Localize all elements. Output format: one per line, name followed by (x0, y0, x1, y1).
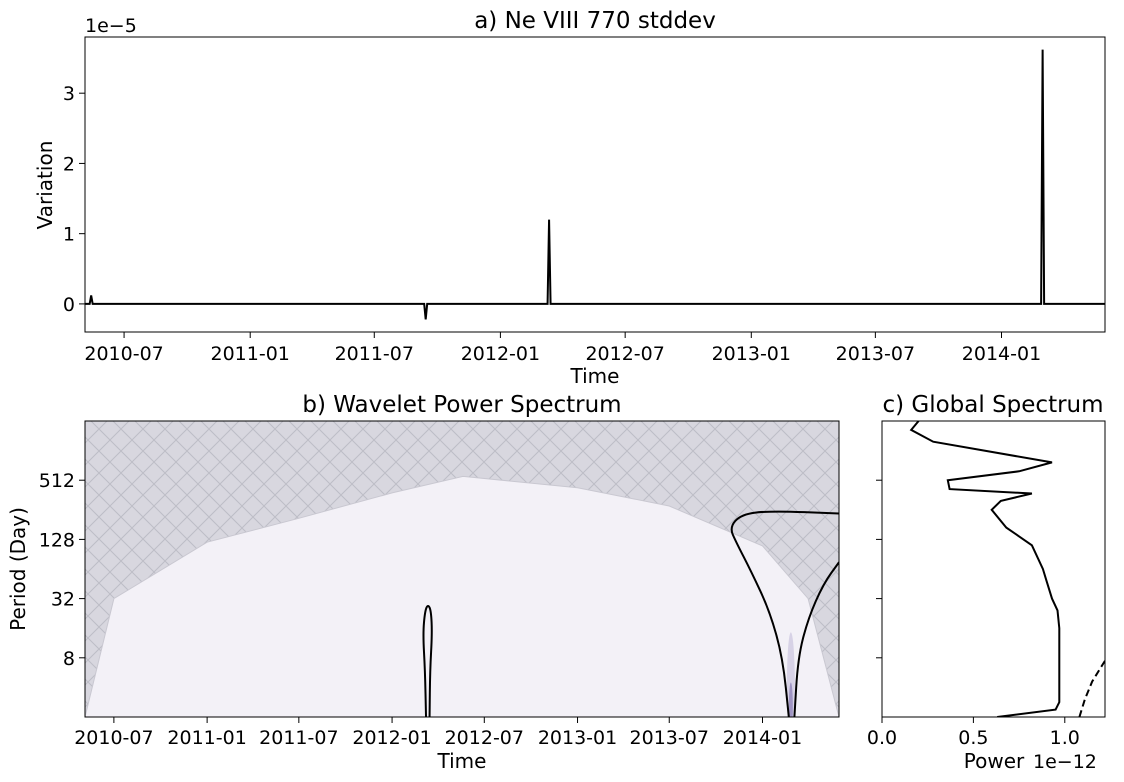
coi-valid-region (85, 475, 839, 717)
significance-contour (422, 604, 433, 717)
panel-a-x-tick-label: 2010-07 (84, 343, 163, 365)
power-hotspot-core (788, 682, 793, 717)
panel-c-x-tick-label: 0.0 (867, 727, 897, 749)
panel-b-x-tick-label: 2013-07 (630, 727, 709, 749)
panel-a-x-tick-label: 2013-07 (836, 343, 915, 365)
panel-b-frame (84, 420, 840, 718)
panel-b-y-tick-label: 512 (39, 470, 75, 492)
panel-b-ylabel: Period (Day) (6, 507, 30, 631)
panel-c-dashed-line (1078, 660, 1105, 717)
panel-c-frame (881, 420, 1106, 718)
panel-a-y-tick-label: 0 (63, 294, 75, 316)
panel-a-title: a) Ne VIII 770 stddev (474, 8, 716, 34)
panel-b-title: b) Wavelet Power Spectrum (302, 392, 621, 418)
panel-a-ylabel: Variation (33, 141, 57, 230)
panel-c-plot-area (909, 421, 1105, 717)
significance-contour (793, 561, 839, 717)
panel-a-xlabel: Time (570, 364, 620, 388)
panel-b-x-tick-label: 2013-01 (538, 727, 617, 749)
panel-a-offset-text: 1e−5 (85, 15, 137, 37)
panel-b-xlabel: Time (437, 749, 487, 773)
panel-b-x-tick-label: 2010-07 (74, 727, 153, 749)
panel-a-x-tick-label: 2011-07 (335, 343, 414, 365)
panel-b-x-ticks: 2010-07 2011-01 2011-07 2012-01 2012-07 2013-… (74, 717, 802, 749)
panel-a-plot-area (85, 49, 1105, 320)
panel-c-x-ticks: 0.0 0.5 1.0 (867, 717, 1080, 749)
panel-a: a) Ne VIII 770 stddev 1e−5 2010-07 2011-0… (33, 8, 1106, 388)
panel-b-x-tick-label: 2011-07 (259, 727, 338, 749)
panel-a-x-tick-label: 2014-01 (962, 343, 1041, 365)
panel-b-x-tick-label: 2014-01 (723, 727, 802, 749)
panel-c-offset-text: 1e−12 (1033, 751, 1097, 773)
panel-a-series-line (85, 49, 1105, 320)
panel-b-y-tick-label: 128 (39, 529, 75, 551)
panel-b-y-ticks: 8 32 128 512 (39, 470, 85, 670)
panel-c-xlabel: Power (964, 749, 1025, 773)
panel-a-x-tick-label: 2011-01 (211, 343, 290, 365)
panel-b-y-tick-label: 32 (51, 589, 75, 611)
panel-a-y-tick-label: 2 (63, 153, 75, 175)
panel-b-y-tick-label: 8 (63, 648, 75, 670)
panel-c-solid-line (909, 421, 1061, 717)
panel-a-x-tick-label: 2013-01 (712, 343, 791, 365)
panel-a-x-ticks: 2010-07 2011-01 2011-07 2012-01 2012-07 2013-… (84, 332, 1041, 365)
panel-a-x-tick-label: 2012-01 (461, 343, 540, 365)
significance-contour (730, 510, 839, 717)
panel-a-y-tick-label: 1 (63, 224, 75, 246)
panel-b-plot-area (85, 421, 839, 717)
panel-b-x-tick-label: 2012-01 (352, 727, 431, 749)
panel-c: c) Global Spectrum 0.0 0.5 1.0 Power 1e−12 (867, 392, 1106, 773)
panel-b-x-tick-label: 2011-01 (167, 727, 246, 749)
panel-b-x-tick-label: 2012-07 (445, 727, 524, 749)
panel-a-y-tick-label: 3 (63, 83, 75, 105)
panel-c-title: c) Global Spectrum (882, 392, 1103, 418)
panel-a-x-tick-label: 2012-07 (585, 343, 664, 365)
panel-c-y-ticks (876, 479, 882, 659)
power-hotspot (786, 632, 795, 717)
panel-b: b) Wavelet Power Spectrum 2010-07 2011-01… (6, 392, 840, 773)
panel-a-y-ticks: 0 1 2 3 (63, 83, 85, 316)
panel-c-x-tick-label: 1.0 (1050, 727, 1080, 749)
panel-c-x-tick-label: 0.5 (958, 727, 988, 749)
panel-a-frame (84, 36, 1106, 333)
